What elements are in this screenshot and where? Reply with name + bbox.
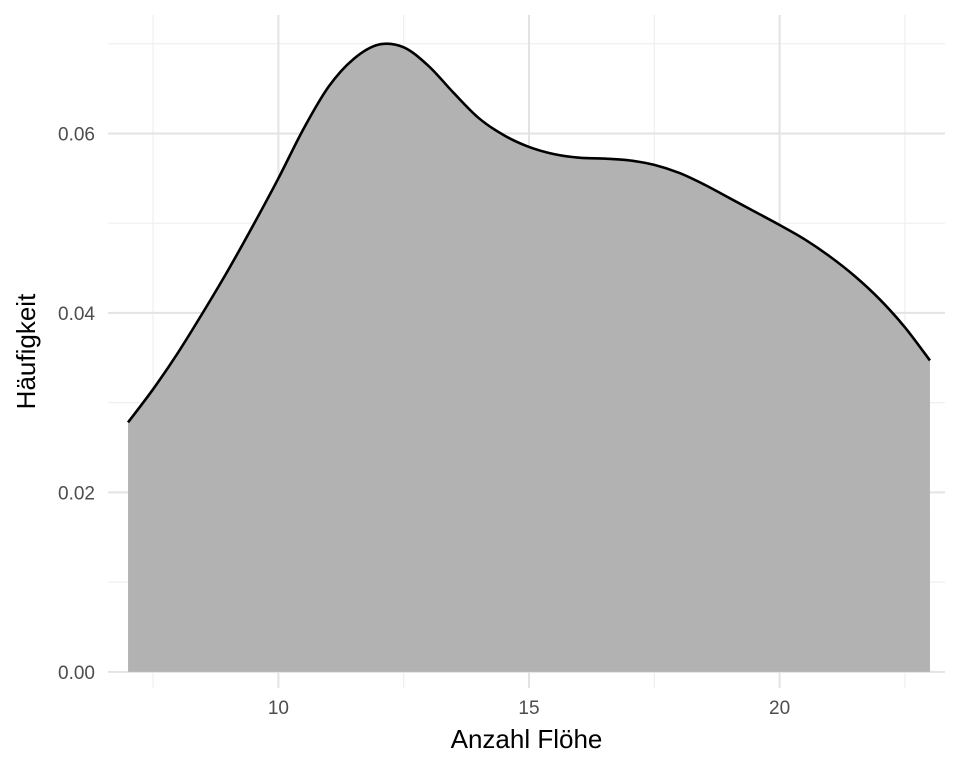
density-area-fill [128,43,930,672]
x-tick-label: 20 [769,698,790,719]
density-area-layer [127,42,931,672]
x-tick-label: 10 [268,698,289,719]
x-axis-title: Anzahl Flöhe [451,724,603,754]
y-tick-label: 0.02 [58,483,95,504]
x-axis-tick-labels: 10 15 20 [268,698,790,719]
y-axis-tick-labels: 0.00 0.02 0.04 0.06 [58,124,95,683]
density-curve-line [127,42,931,424]
x-tick-label: 15 [518,698,539,719]
y-tick-label: 0.04 [58,304,95,325]
y-axis-title: Häufigkeit [11,293,41,409]
y-tick-label: 0.06 [58,124,95,145]
y-tick-label: 0.00 [58,663,95,684]
